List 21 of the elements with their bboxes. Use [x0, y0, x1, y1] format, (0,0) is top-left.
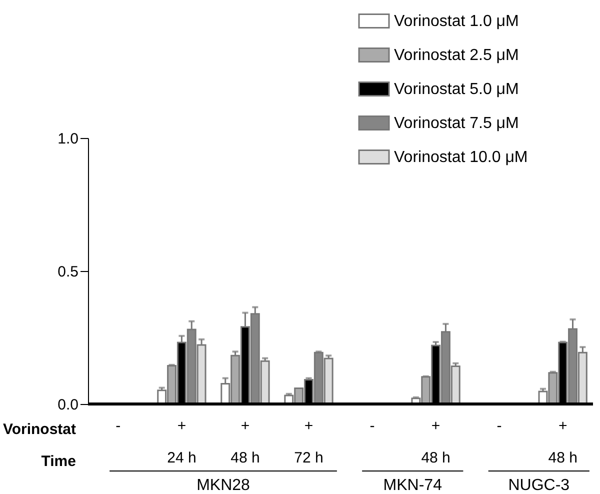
text: NUGC-3	[508, 477, 570, 494]
text: MKN-74	[383, 477, 442, 494]
y-tick-label: 0.5	[58, 264, 78, 280]
x-tick-label: + 48 h	[421, 418, 450, 466]
x-tick-label: + 24 h	[167, 418, 196, 466]
legend-label: Vorinostat 5.0 μM	[394, 81, 519, 98]
legend-label: Vorinostat 7.5 μM	[394, 115, 519, 132]
y-tick-label: 1.0	[58, 130, 78, 148]
y-tick-label: 0.0	[58, 396, 78, 414]
x-tick-label: + 48 h	[548, 418, 578, 466]
legend-label: Vorinostat 10.0 μM	[394, 149, 528, 166]
x-tick-label: -	[370, 418, 375, 434]
legend-label: Vorinostat 1.0 μM	[394, 13, 519, 30]
x-tick-label: -	[116, 418, 121, 434]
x-tick-label: -	[496, 418, 502, 434]
x-tick-label: + 48 h	[230, 418, 260, 466]
x-tick-label: + 72 h	[294, 418, 324, 466]
legend-label: Vorinostat 2.5 μM	[394, 47, 519, 64]
text: Vorinostat	[2, 421, 76, 438]
text: Time	[41, 453, 76, 470]
text: MKN28	[196, 477, 250, 494]
